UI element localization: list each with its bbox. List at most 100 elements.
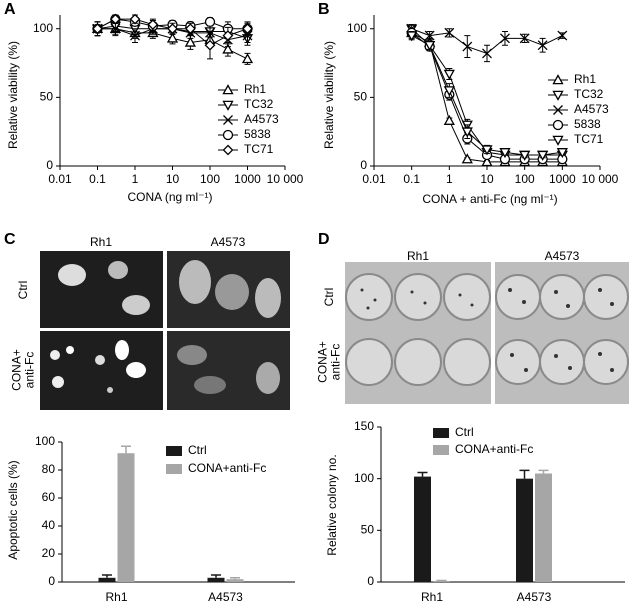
bar (414, 476, 431, 582)
marker (130, 30, 140, 41)
x-tick-label: 1 (132, 172, 139, 186)
error-bar (538, 469, 549, 474)
y-tick-label: 40 (42, 518, 56, 532)
series (406, 23, 568, 63)
legend-label: CONA+anti-Fc (455, 442, 533, 456)
legend-swatch (433, 428, 449, 438)
marker (166, 32, 179, 43)
marker (424, 40, 436, 52)
marker (129, 13, 141, 25)
column-label: Rh1 (407, 249, 429, 263)
x-tick-label: 1 (446, 172, 453, 186)
legend-marker (222, 100, 234, 111)
marker (462, 41, 473, 52)
column-label: A4573 (545, 249, 580, 263)
x-tick-label: 0.1 (89, 172, 106, 186)
bar (433, 580, 450, 582)
marker (109, 13, 121, 25)
x-tick-label: 100 (515, 172, 535, 186)
series (406, 30, 568, 161)
marker (184, 23, 196, 35)
error-bar (121, 445, 131, 454)
x-tick-label: 0.01 (48, 172, 72, 186)
legend-marker (552, 90, 564, 101)
y-tick-label: 0 (46, 158, 53, 172)
row-label: Ctrl (16, 281, 30, 300)
marker (499, 153, 511, 165)
y-axis-label: Relative viability (%) (6, 41, 20, 149)
error-bar (102, 574, 112, 578)
legend-label: Ctrl (455, 425, 474, 439)
x-tick-label: A4573 (517, 590, 552, 604)
marker (481, 156, 493, 167)
legend-swatch (166, 446, 182, 456)
legend-label: Ctrl (188, 443, 207, 457)
legend-swatch (166, 464, 182, 474)
marker (222, 43, 234, 54)
y-axis-label: Apoptotic cells (%) (6, 460, 20, 559)
legend-label: CONA+anti-Fc (188, 461, 266, 475)
x-tick-label: 10 000 (582, 172, 619, 186)
x-tick-label: Rh1 (105, 590, 127, 604)
x-tick-label: 10 (480, 172, 494, 186)
marker (519, 150, 531, 161)
marker (443, 69, 455, 80)
error-bar (417, 471, 428, 477)
legend-label: Rh1 (574, 72, 596, 86)
marker (424, 30, 435, 41)
y-tick-label: 100 (354, 471, 374, 485)
axis (373, 15, 600, 167)
column-label: Rh1 (90, 235, 112, 249)
legend-marker (222, 129, 234, 141)
y-tick-label: 60 (42, 490, 56, 504)
x-tick-label: 0.1 (403, 172, 420, 186)
panel-label: B (318, 1, 330, 18)
marker (241, 53, 254, 64)
y-axis-label: Relative viability (%) (322, 41, 336, 149)
error-bar (230, 577, 240, 580)
marker (242, 23, 253, 35)
x-tick-label: 1000 (549, 172, 576, 186)
y-axis-label: Relative colony no. (325, 454, 339, 555)
legend-label: 5838 (244, 127, 271, 141)
legend-marker (552, 119, 564, 131)
marker (537, 40, 548, 51)
marker (147, 19, 159, 31)
legend-marker (222, 84, 234, 95)
legend-label: TC71 (574, 132, 604, 146)
marker (406, 31, 418, 42)
y-tick-label: 50 (40, 90, 54, 104)
micrographs (40, 251, 290, 410)
y-tick-label: 100 (33, 21, 53, 35)
bar (117, 453, 135, 582)
y-tick-label: 100 (35, 434, 55, 448)
marker (537, 150, 549, 161)
legend-marker (222, 144, 234, 156)
legend-label: 5838 (574, 117, 601, 131)
marker (556, 148, 568, 159)
row-label: Ctrl (322, 288, 336, 307)
marker (557, 153, 568, 165)
legend-label: A4573 (244, 112, 279, 126)
y-tick-label: 0 (367, 574, 374, 588)
error-bar (436, 579, 447, 582)
row-label: CONA+ (10, 349, 24, 391)
marker (519, 33, 530, 44)
legend-label: Rh1 (244, 82, 266, 96)
x-tick-label: A4573 (208, 590, 243, 604)
x-tick-label: Rh1 (421, 590, 443, 604)
colony-plates (345, 262, 629, 404)
y-tick-label: 20 (42, 546, 56, 560)
error-bar (519, 469, 530, 479)
x-tick-label: 1000 (234, 172, 261, 186)
x-axis-label: CONA + anti-Fc (ng ml⁻¹) (422, 192, 557, 206)
y-tick-label: 0 (360, 158, 367, 172)
row-label: CONA+ (316, 341, 330, 383)
marker (444, 27, 455, 38)
legend-marker (553, 105, 563, 115)
bar (226, 579, 244, 582)
marker (499, 148, 511, 159)
legend-label: A4573 (574, 102, 609, 116)
marker (461, 127, 473, 138)
marker (92, 23, 103, 35)
